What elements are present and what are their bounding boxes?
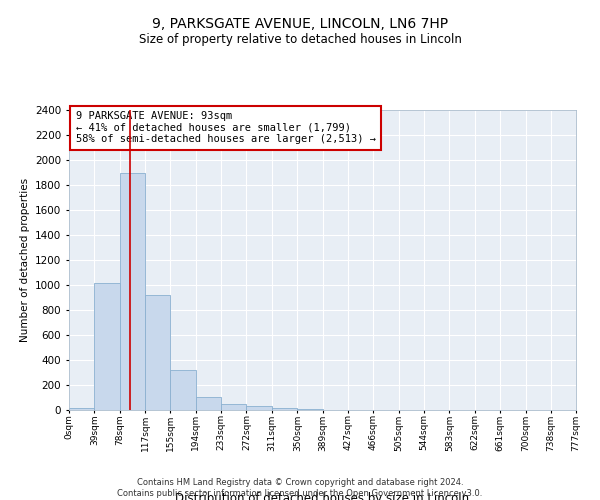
- Bar: [247, 406, 272, 410]
- Bar: [145, 295, 170, 410]
- Bar: [170, 370, 196, 410]
- Text: Size of property relative to detached houses in Lincoln: Size of property relative to detached ho…: [139, 32, 461, 46]
- Bar: [69, 408, 94, 410]
- Bar: [221, 404, 247, 410]
- Text: Contains HM Land Registry data © Crown copyright and database right 2024.
Contai: Contains HM Land Registry data © Crown c…: [118, 478, 482, 498]
- Text: 9, PARKSGATE AVENUE, LINCOLN, LN6 7HP: 9, PARKSGATE AVENUE, LINCOLN, LN6 7HP: [152, 18, 448, 32]
- Bar: [94, 282, 120, 410]
- Bar: [120, 172, 145, 410]
- Text: 9 PARKSGATE AVENUE: 93sqm
← 41% of detached houses are smaller (1,799)
58% of se: 9 PARKSGATE AVENUE: 93sqm ← 41% of detac…: [76, 112, 376, 144]
- Y-axis label: Number of detached properties: Number of detached properties: [20, 178, 29, 342]
- X-axis label: Distribution of detached houses by size in Lincoln: Distribution of detached houses by size …: [175, 492, 470, 500]
- Bar: [196, 397, 221, 410]
- Bar: [272, 408, 298, 410]
